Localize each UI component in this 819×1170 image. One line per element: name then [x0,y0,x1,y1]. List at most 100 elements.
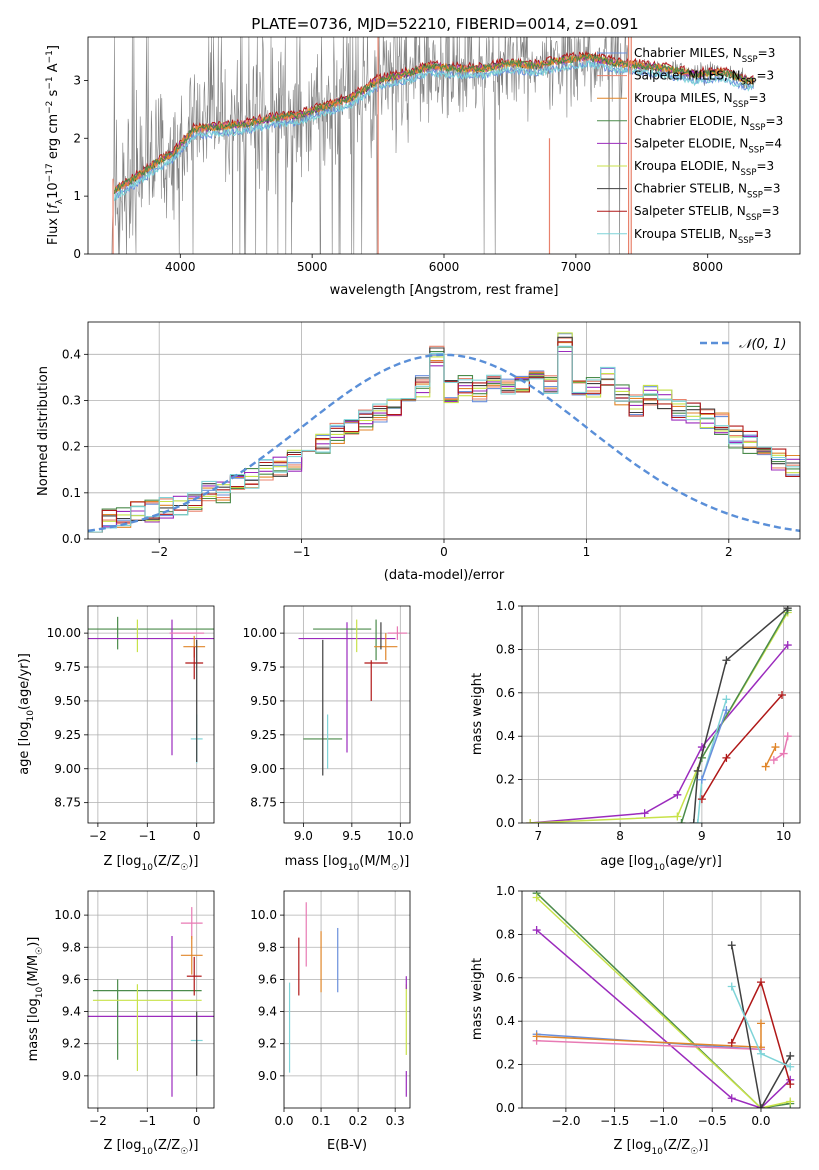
y-axis-label: age [log10(age/yr)] [17,653,36,775]
x-tick-label: 9 [698,829,706,843]
y-axis-label: mass weight [470,958,485,1040]
y-tick-label: 1.0 [496,884,515,898]
series-line [680,609,789,823]
legend: Chabrier MILES, NSSP=3 Salpeter MILES, NS… [597,46,783,246]
x-tick-label: 8 [616,829,624,843]
x-tick-label: 0 [440,545,448,559]
y-tick-label: 9.2 [62,1037,81,1051]
legend-label: Kroupa STELIB, NSSP=3 [634,227,772,246]
legend-label: Salpeter MILES, NSSP=3 [634,69,774,88]
series-line [536,892,791,1108]
series-line [536,1039,762,1051]
plot-area [88,891,214,1108]
plus-marker [722,695,731,704]
plus-marker [783,641,792,650]
y-tick-label: 0.1 [62,486,81,500]
x-tick-label: −1.0 [649,1114,678,1128]
axes-frame [87,321,801,540]
y-tick-label: 0.2 [496,773,515,787]
error-point [180,907,203,940]
plus-marker [722,656,731,665]
y-tick-label: 0 [73,247,81,261]
x-tick-label: 10 [776,829,791,843]
legend-label: Chabrier MILES, NSSP=3 [634,46,775,65]
x-tick-label: −2 [89,829,107,843]
y-tick-label: 3 [73,73,81,87]
legend-label: Kroupa MILES, NSSP=3 [634,91,766,110]
series-line [536,896,791,1108]
x-tick-label: −2 [150,545,168,559]
x-axis-label: age [log10(age/yr)] [600,854,722,873]
y-tick-label: 9.00 [54,762,81,776]
y-tick-label: 9.6 [258,972,277,986]
legend-label: Kroupa ELODIE, NSSP=3 [634,159,774,178]
x-tick-label: −1 [293,545,311,559]
x-tick-label: −2.0 [551,1114,580,1128]
histogram-chabrier_stelib [88,336,800,533]
plus-marker [761,762,770,771]
chart-weight_vs_age: 7 8 9 10 0.0 0.2 0.4 0.6 0.8 1.0 age [log10(age/yr… [470,599,801,873]
x-tick-label: 0 [193,829,201,843]
x-tick-label: 7000 [561,260,592,274]
x-tick-label: 0.0 [751,1114,770,1128]
chart-mass_vs_z: −2 −1 0 9.0 9.2 9.4 9.6 9.8 10.0 Z [log10(Z/Z☉)] m… [26,890,215,1157]
plot-area [88,322,800,539]
histogram-salpeter_elodie [88,350,800,533]
chart-age_vs_mass: 9.0 9.5 10.0 8.75 9.00 9.25 9.50 9.75 10.00 mass … [243,605,414,873]
y-tick-label: 10.0 [54,908,81,922]
chart-residuals: −2 −1 0 1 2 0.0 0.1 0.2 0.3 0.4 𝒩(0, 1) (data-model… [36,321,801,583]
error-point [180,936,203,975]
y-tick-label: 9.4 [258,1005,277,1019]
series-line [530,644,789,823]
plot-area [522,891,800,1108]
y-tick-label: 1.0 [496,599,515,613]
y-tick-label: 2 [73,131,81,145]
axes-frame [283,605,411,824]
plus-marker [756,1104,765,1108]
axes-frame [521,890,801,1109]
y-tick-label: 10.00 [243,626,277,640]
plus-marker [693,766,702,775]
y-tick-label: 10.00 [47,626,81,640]
series-line [701,709,728,780]
y-tick-label: 10.0 [250,908,277,922]
y-tick-label: 9.2 [258,1037,277,1051]
plus-marker [756,1049,765,1058]
histogram-salpeter_stelib [88,341,800,533]
histogram-kroupa_stelib [88,345,800,533]
x-tick-label: 0.3 [386,1114,405,1128]
x-tick-label: 0.2 [349,1114,368,1128]
series-line [530,612,789,823]
y-tick-label: 0.2 [496,1058,515,1072]
x-tick-label: −0.5 [698,1114,727,1128]
y-tick-label: 9.25 [250,728,277,742]
y-tick-label: 0.0 [496,816,515,830]
y-tick-label: 9.6 [62,972,81,986]
chart-weight_vs_z: −2.0 −1.5 −1.0 −0.5 0.0 0.0 0.2 0.4 0.6 0.8 1.0 Z [… [470,884,801,1157]
normal-curve [88,353,800,533]
plus-marker [786,1062,795,1071]
plus-marker [771,743,780,752]
x-tick-label: 0 [193,1114,201,1128]
axes-frame [87,605,215,824]
plus-marker [786,1051,795,1060]
axes-frame [283,890,411,1109]
legend-label: Salpeter STELIB, NSSP=3 [634,204,779,223]
axes-frame [87,36,801,255]
chart-mass_vs_ebv: 0.0 0.1 0.2 0.3 9.0 9.2 9.4 9.6 9.8 10.0 E(B-V) [250,890,411,1153]
legend: 𝒩(0, 1) [700,337,786,352]
plus-marker [677,819,686,823]
plus-marker [693,819,702,823]
legend-label: Chabrier ELODIE, NSSP=3 [634,114,783,133]
y-tick-label: 0.4 [496,729,515,743]
x-tick-label: 7 [535,829,543,843]
plot-area [111,37,756,254]
legend-label: 𝒩(0, 1) [739,337,786,352]
model-spectrum-kroupa_stelib [113,59,754,201]
x-axis-label: E(B-V) [327,1138,367,1153]
chart-spectrum: 4000 5000 6000 7000 8000 0 1 2 3 Chabrier MILES, … [45,36,801,298]
x-tick-label: 2 [725,545,733,559]
plus-marker [778,690,787,699]
y-tick-label: 9.8 [62,940,81,954]
y-tick-label: 0.3 [62,393,81,407]
